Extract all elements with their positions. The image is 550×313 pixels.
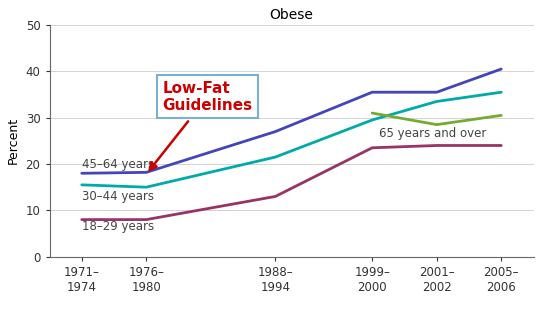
Text: 65 years and over: 65 years and over: [378, 127, 486, 141]
Text: 30–44 years: 30–44 years: [82, 190, 154, 203]
Text: 45–64 years: 45–64 years: [82, 157, 154, 171]
Text: Low-Fat
Guidelines: Low-Fat Guidelines: [150, 81, 252, 170]
Y-axis label: Percent: Percent: [7, 117, 20, 164]
Text: 18–29 years: 18–29 years: [82, 220, 154, 233]
Title: Obese: Obese: [270, 8, 314, 23]
